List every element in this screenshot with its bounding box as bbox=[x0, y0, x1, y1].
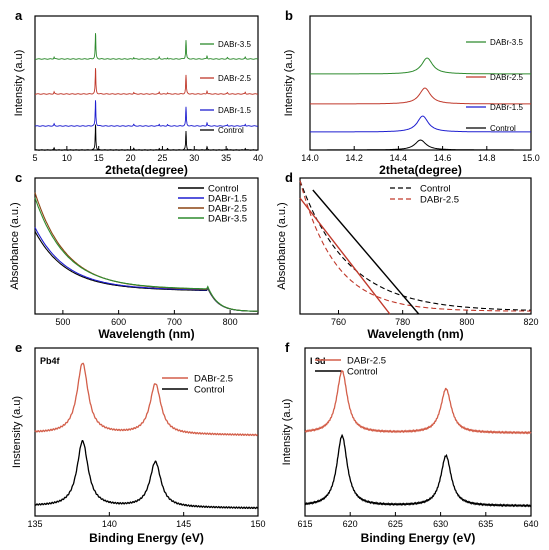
x-tick-label: 800 bbox=[459, 317, 474, 327]
series-line-dabr-2.5 bbox=[304, 369, 532, 435]
x-tick-label: 780 bbox=[395, 317, 410, 327]
x-tick-label: 10 bbox=[62, 153, 72, 163]
panel-c: c 500 600 700 800 Wavelength (nm) Absorbance (… bbox=[9, 170, 259, 341]
series-line-control bbox=[299, 180, 531, 311]
plot-frame bbox=[34, 347, 259, 517]
x-tick-label: 150 bbox=[250, 519, 265, 529]
x-tick-label: 14.4 bbox=[390, 153, 408, 163]
legend-label: Control bbox=[194, 385, 225, 396]
x-axis-label: Binding Energy (eV) bbox=[361, 531, 476, 545]
series-line-dabr-3.5 bbox=[310, 57, 531, 75]
x-axis-label: Binding Energy (eV) bbox=[89, 531, 204, 545]
panel-e: e 135 140 145 150 Binding Energy (eV) Instensi… bbox=[11, 340, 266, 545]
x-axis-label: 2theta(degree) bbox=[379, 163, 462, 177]
x-tick-label: 600 bbox=[111, 317, 126, 327]
panel-f: f 615 620 625 630 635 640 Binding Energy (eV) In… bbox=[281, 340, 539, 545]
x-tick-label: 615 bbox=[297, 519, 312, 529]
y-axis-label: Intensity (a.u) bbox=[283, 50, 295, 117]
legend-label: Control bbox=[208, 184, 239, 195]
x-axis-label: 2theta(degree) bbox=[105, 163, 188, 177]
series-line-control bbox=[34, 231, 259, 312]
panel-letter: e bbox=[15, 340, 22, 355]
x-tick-label: 14.0 bbox=[301, 153, 319, 163]
x-tick-label: 145 bbox=[176, 519, 191, 529]
series-line-control bbox=[304, 433, 532, 508]
y-axis-label: Intensity (a.u) bbox=[281, 399, 293, 466]
x-tick-label: 14.2 bbox=[345, 153, 363, 163]
x-tick-label: 35 bbox=[221, 153, 231, 163]
legend-label: DABr-1.5 bbox=[218, 106, 251, 115]
y-axis-label: Absorbance (a.u.) bbox=[9, 202, 21, 289]
panel-letter: f bbox=[285, 340, 290, 355]
panel-letter: d bbox=[285, 170, 293, 185]
legend-label: DABr-3.5 bbox=[208, 214, 247, 225]
series-line-dabr-1.5 bbox=[310, 115, 531, 133]
x-tick-label: 760 bbox=[331, 317, 346, 327]
panel-a: a 5 10 15 20 25 30 35 40 2theta(degree) Intensity … bbox=[13, 8, 263, 177]
legend-label: Control bbox=[347, 367, 378, 378]
legend-label: DABr-2.5 bbox=[194, 374, 233, 385]
x-tick-label: 700 bbox=[167, 317, 182, 327]
x-tick-label: 15.0 bbox=[522, 153, 540, 163]
x-tick-label: 40 bbox=[253, 153, 263, 163]
legend-label: DABr-2.5 bbox=[347, 356, 386, 367]
legend-label: DABr-1.5 bbox=[490, 103, 523, 112]
series-line-control bbox=[34, 124, 258, 151]
legend-label: DABr-3.5 bbox=[218, 40, 251, 49]
x-tick-label: 30 bbox=[189, 153, 199, 163]
x-tick-label: 500 bbox=[55, 317, 70, 327]
panel-letter: b bbox=[285, 8, 293, 23]
y-axis-label: Intensity (a.u) bbox=[13, 50, 25, 117]
legend-label: DABr-2.5 bbox=[208, 204, 247, 215]
x-tick-label: 20 bbox=[126, 153, 136, 163]
series-line-dabr-2.5 bbox=[299, 180, 531, 312]
panel-annotation: I 3d bbox=[310, 356, 326, 366]
panel-letter: a bbox=[15, 8, 23, 23]
x-axis-label: Wavelength (nm) bbox=[98, 327, 194, 341]
series-line-dabr-3.5 bbox=[34, 33, 259, 60]
x-tick-label: 625 bbox=[388, 519, 403, 529]
panel-b: b 14.0 14.2 14.4 14.6 14.8 15.0 2theta(degree) I… bbox=[283, 8, 540, 177]
x-tick-label: 14.8 bbox=[478, 153, 496, 163]
tangent-line bbox=[299, 197, 391, 315]
x-tick-label: 135 bbox=[27, 519, 42, 529]
legend-label: DABr-2.5 bbox=[490, 73, 523, 82]
series-line-dabr-2.5 bbox=[35, 68, 259, 95]
y-axis-label: Instensity (a.u) bbox=[11, 396, 23, 468]
x-tick-label: 5 bbox=[32, 153, 37, 163]
x-axis-label: Wavelength (nm) bbox=[367, 327, 463, 341]
legend-label: Control bbox=[218, 126, 244, 135]
tangent-line bbox=[312, 189, 420, 315]
legend-label: DABr-1.5 bbox=[208, 194, 247, 205]
x-tick-label: 800 bbox=[223, 317, 238, 327]
x-tick-label: 140 bbox=[102, 519, 117, 529]
x-tick-label: 14.6 bbox=[434, 153, 452, 163]
x-tick-label: 630 bbox=[433, 519, 448, 529]
series-line-dabr-2.5 bbox=[310, 87, 531, 105]
legend-label: Control bbox=[420, 184, 451, 195]
series-line-dabr-3.5 bbox=[34, 197, 258, 312]
x-tick-label: 620 bbox=[343, 519, 358, 529]
plot-frame bbox=[299, 177, 532, 315]
legend-label: DABr-2.5 bbox=[420, 195, 459, 206]
legend-label: Control bbox=[490, 124, 516, 133]
series-line-control bbox=[34, 440, 259, 510]
series-line-dabr-1.5 bbox=[34, 100, 258, 127]
x-tick-label: 25 bbox=[157, 153, 167, 163]
x-tick-label: 820 bbox=[523, 317, 538, 327]
plot-frame bbox=[34, 177, 259, 315]
panel-letter: c bbox=[15, 170, 22, 185]
plot-frame bbox=[309, 15, 532, 151]
series-line-control bbox=[310, 139, 531, 151]
legend-label: DABr-3.5 bbox=[490, 38, 523, 47]
panel-annotation: Pb4f bbox=[40, 356, 61, 366]
x-tick-label: 640 bbox=[523, 519, 538, 529]
panel-d: d 760 780 800 820 Wavelength (nm) Absorbance (… bbox=[276, 170, 539, 341]
x-tick-label: 635 bbox=[478, 519, 493, 529]
series-line-dabr-2.5 bbox=[34, 362, 259, 437]
x-tick-label: 15 bbox=[94, 153, 104, 163]
y-axis-label: Absorbance (a.u.) bbox=[276, 202, 288, 289]
legend-label: DABr-2.5 bbox=[218, 74, 251, 83]
